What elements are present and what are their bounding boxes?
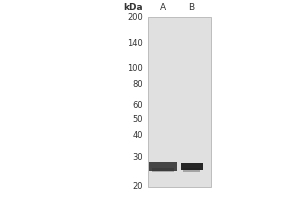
Bar [148, 17, 212, 187]
Text: B: B [188, 3, 195, 12]
Bar [149, 162, 177, 171]
Text: 20: 20 [133, 182, 143, 191]
Text: 50: 50 [133, 115, 143, 124]
Text: 80: 80 [132, 80, 143, 89]
Text: A: A [160, 3, 166, 12]
Bar [183, 168, 200, 172]
Text: 100: 100 [127, 64, 143, 73]
Text: 60: 60 [132, 101, 143, 110]
Text: 30: 30 [132, 153, 143, 162]
Text: 200: 200 [127, 13, 143, 22]
Text: 140: 140 [127, 39, 143, 48]
Bar [152, 168, 174, 172]
Text: 40: 40 [133, 131, 143, 140]
Bar [181, 163, 202, 170]
Text: kDa: kDa [123, 3, 143, 12]
